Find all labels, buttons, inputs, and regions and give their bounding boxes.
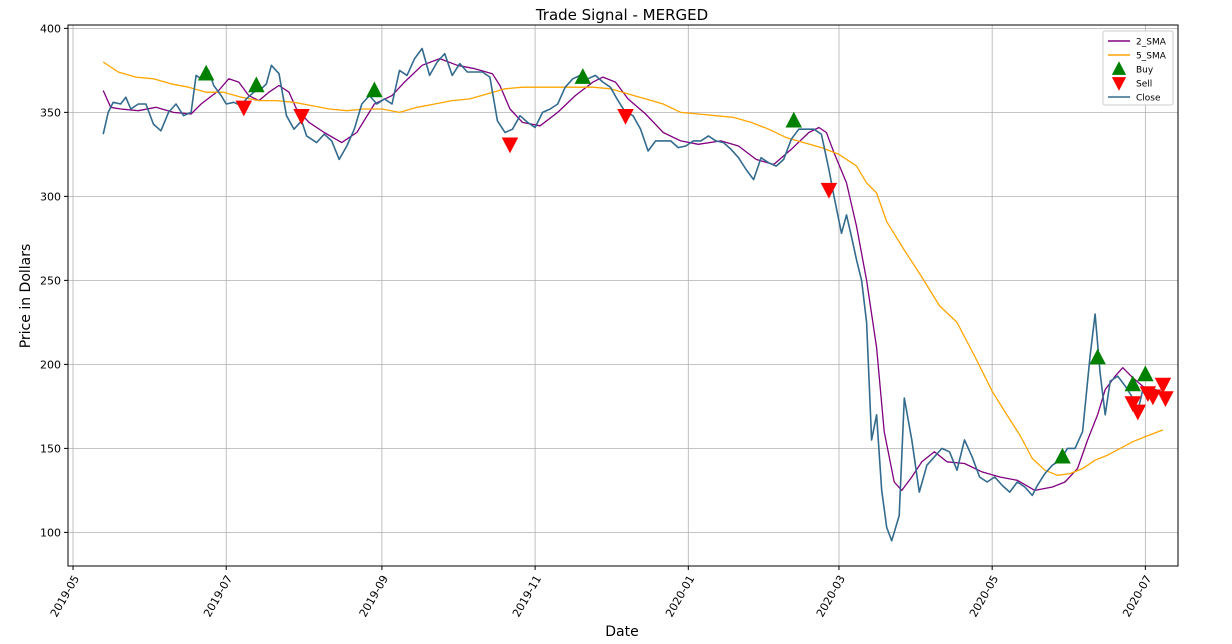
x-tick-label: 2020-01 [663, 573, 697, 619]
legend-item-2-sma-label: 2_SMA [1136, 38, 1167, 48]
legend-item-buy-swatch [1111, 61, 1127, 75]
y-tick-label: 250 [40, 274, 61, 287]
buy-signal-marker [366, 81, 383, 98]
legend-item-buy-label: Buy [1136, 66, 1154, 76]
x-tick-label: 2019-09 [357, 573, 391, 619]
sell-signal-marker [1124, 396, 1142, 413]
y-tick-label: 150 [40, 442, 61, 455]
sell-signal-marker [617, 108, 634, 125]
axis-layer: 100 150 200 250 300 350 400 2019-05 2019-07 2019-… [40, 22, 1154, 619]
y-tick-label: 350 [40, 106, 61, 119]
buy-signal-marker [1137, 365, 1154, 382]
buy-signal-marker [1124, 375, 1142, 392]
sell-signal-marker [501, 137, 519, 154]
y-tick-label: 300 [40, 190, 61, 203]
sell-signal-marker [1157, 391, 1174, 407]
x-tick-label: 2019-07 [201, 573, 235, 619]
y-tick-label: 400 [40, 22, 61, 35]
y-axis-label: Price in Dollars [18, 244, 34, 349]
series-layer [102, 47, 1164, 542]
buy-signal-marker [248, 76, 265, 93]
grid-layer [68, 25, 1178, 566]
series-line-2-sma [102, 57, 1161, 492]
buy-signal-marker [1089, 348, 1106, 365]
buy-signal-marker [574, 68, 592, 84]
sell-signal-marker [1129, 404, 1147, 421]
legend-item-sell-swatch [1111, 77, 1127, 91]
sell-signal-marker [235, 100, 253, 117]
series-line-close [102, 47, 1164, 542]
sell-signal-marker [820, 182, 838, 199]
x-tick-label: 2019-11 [510, 573, 544, 619]
buy-signal-marker [785, 111, 803, 128]
legend: 2_SMA 5_SMA Buy Sell Close [1102, 30, 1174, 106]
y-tick-label: 200 [40, 358, 61, 371]
sell-signal-marker [1154, 377, 1172, 394]
x-tick-label: 2020-03 [814, 573, 848, 619]
x-tick-label: 2020-07 [1120, 573, 1154, 619]
plot-frame [67, 24, 1179, 567]
marker-layer [197, 64, 1174, 464]
legend-item-sell-label: Sell [1136, 80, 1152, 90]
x-tick-label: 2020-05 [967, 573, 1001, 619]
buy-signal-marker [1054, 447, 1071, 464]
legend-item-5-sma-label: 5_SMA [1136, 52, 1167, 62]
x-axis-label: Date [605, 624, 638, 640]
y-tick-label: 100 [40, 526, 61, 539]
series-line-5-sma [102, 61, 1164, 476]
sell-signal-marker [1144, 389, 1162, 406]
buy-signal-marker [197, 64, 215, 81]
sell-signal-marker [293, 108, 310, 125]
legend-item-close-label: Close [1136, 94, 1161, 104]
chart-title: Trade Signal - MERGED [535, 6, 708, 24]
x-tick-label: 2019-05 [48, 573, 82, 619]
